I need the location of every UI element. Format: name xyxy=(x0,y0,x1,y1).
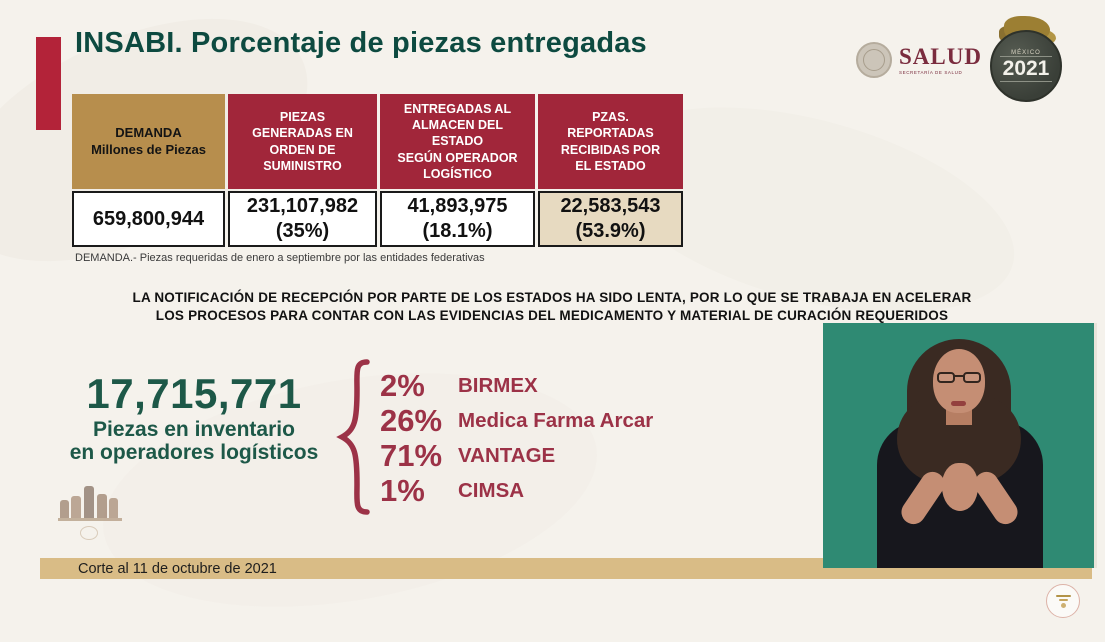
badge-circle: MÉXICO 2021 xyxy=(990,30,1062,102)
operator-name: Medica Farma Arcar xyxy=(458,408,654,432)
curly-brace xyxy=(333,358,375,521)
table-header-row: DEMANDA Millones de Piezas PIEZAS GENERA… xyxy=(72,94,686,189)
operator-name: BIRMEX xyxy=(458,373,538,397)
inventory-summary: 17,715,771 Piezas en inventario en opera… xyxy=(44,370,344,465)
table-footnote: DEMANDA.- Piezas requeridas de enero a s… xyxy=(75,252,485,264)
badge-country-label: MÉXICO xyxy=(1011,50,1041,57)
table-header-demanda: DEMANDA Millones de Piezas xyxy=(72,94,225,189)
list-item: 1% CIMSA xyxy=(380,473,653,508)
notice-line-1: LA NOTIFICACIÓN DE RECEPCIÓN POR PARTE D… xyxy=(132,290,972,305)
operator-percent: 26% xyxy=(380,402,443,438)
list-item: 2% BIRMEX xyxy=(380,368,653,403)
operator-name: CIMSA xyxy=(458,478,525,502)
notice-line-2: LOS PROCESOS PARA CONTAR CON LAS EVIDENC… xyxy=(155,307,949,323)
badge-year-label: 2021 xyxy=(999,56,1053,82)
table-value-generadas: 231,107,982 (35%) xyxy=(228,191,377,247)
salud-wordmark: SALUD SECRETARÍA DE SALUD xyxy=(899,45,982,75)
list-item: 71% VANTAGE xyxy=(380,438,653,473)
glasses-bridge xyxy=(954,375,964,377)
operator-percent: 71% xyxy=(380,437,443,473)
salud-logo-text: SALUD xyxy=(899,44,982,69)
government-seal-icon xyxy=(1046,584,1080,618)
table-value-reportadas: 22,583,543 (53.9%) xyxy=(538,191,683,247)
table-header-generadas: PIEZAS GENERADAS EN ORDEN DE SUMINISTRO xyxy=(228,94,377,189)
table-value-entregadas: 41,893,975 (18.1%) xyxy=(380,191,535,247)
table-value-row: 659,800,944 231,107,982 (35%) 41,893,975… xyxy=(72,191,686,247)
mexico-2021-badge: MÉXICO 2021 xyxy=(986,16,1068,106)
title-accent-bar xyxy=(36,37,61,130)
table-value-demanda: 659,800,944 xyxy=(72,191,225,247)
table-header-reportadas: PZAS. REPORTADAS RECIBIDAS POR EL ESTADO xyxy=(538,94,683,189)
glasses-icon xyxy=(963,372,981,383)
interpreter-lips xyxy=(951,401,966,406)
operator-percent: 2% xyxy=(380,367,425,403)
salud-logo-subtitle: SECRETARÍA DE SALUD xyxy=(899,70,963,75)
historical-figures-watermark xyxy=(58,478,126,542)
salud-seal-icon xyxy=(856,42,892,78)
interpreter-hands xyxy=(942,463,978,511)
list-item: 26% Medica Farma Arcar xyxy=(380,403,653,438)
inventory-label: Piezas en inventario en operadores logís… xyxy=(69,418,319,465)
sign-language-interpreter-video xyxy=(823,323,1097,568)
operator-breakdown-list: 2% BIRMEX 26% Medica Farma Arcar 71% VAN… xyxy=(380,368,653,508)
notice-text: LA NOTIFICACIÓN DE RECEPCIÓN POR PARTE D… xyxy=(52,289,1052,324)
inventory-total-number: 17,715,771 xyxy=(86,370,302,417)
salud-logo: SALUD SECRETARÍA DE SALUD xyxy=(856,42,982,78)
operator-name: VANTAGE xyxy=(458,443,556,467)
table-header-entregadas: ENTREGADAS AL ALMACEN DEL ESTADO SEGÚN O… xyxy=(380,94,535,189)
delivery-stats-table: DEMANDA Millones de Piezas PIEZAS GENERA… xyxy=(72,94,686,247)
page-title: INSABI. Porcentaje de piezas entregadas xyxy=(75,27,647,59)
operator-percent: 1% xyxy=(380,472,425,508)
glasses-icon xyxy=(937,372,955,383)
cutoff-date-text: Corte al 11 de octubre de 2021 xyxy=(78,560,277,577)
